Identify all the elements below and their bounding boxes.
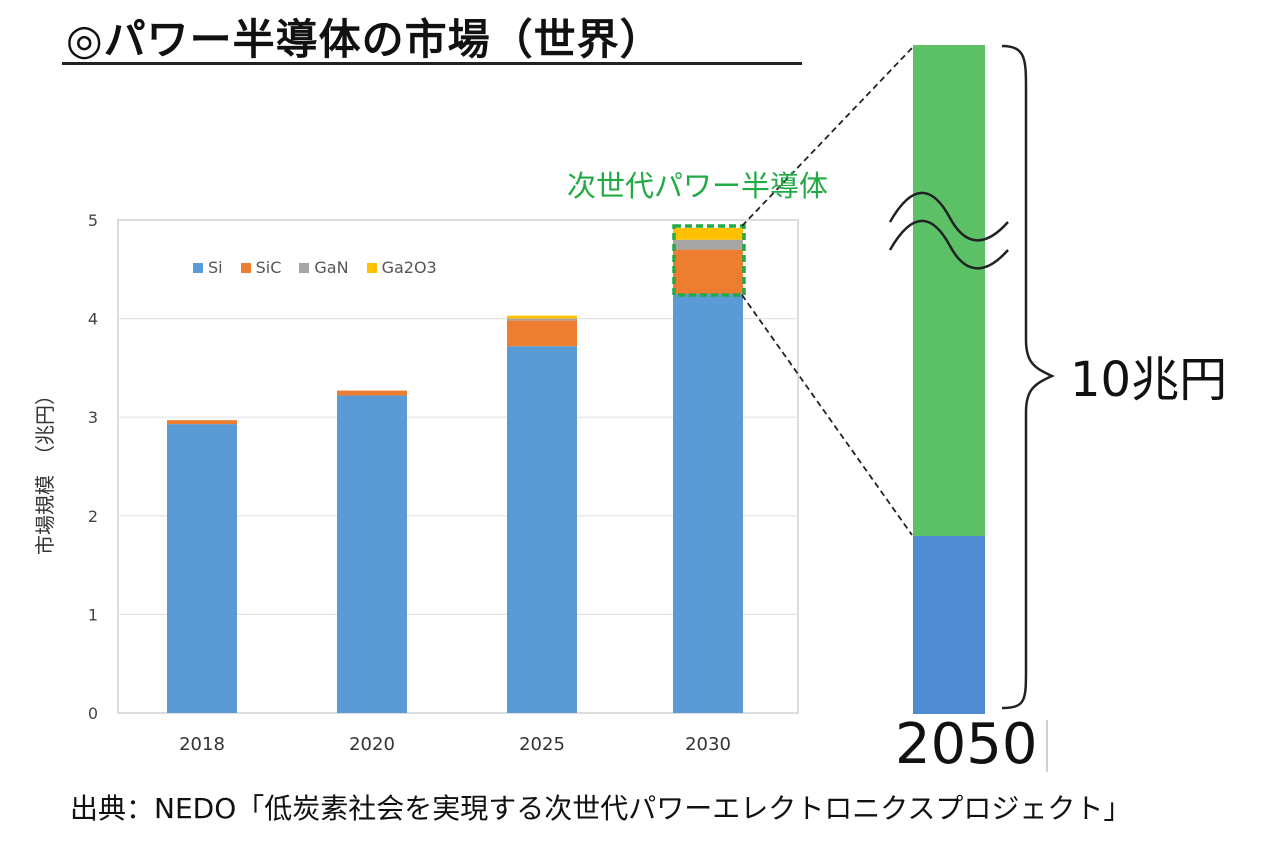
bar-segment-gan-2030 <box>673 239 743 250</box>
bar-segment-sic-2025 <box>507 320 577 347</box>
year-2050-label: 2050 <box>895 712 1038 777</box>
curly-brace <box>1001 44 1056 710</box>
bar-2050-si <box>913 536 985 714</box>
bar-2050-next-gen <box>913 45 985 536</box>
next-gen-highlight-box <box>672 224 746 297</box>
bar-segment-ga2o3-2030 <box>673 227 743 240</box>
title-underline <box>62 62 802 65</box>
bar-segment-ga2o3-2025 <box>507 315 577 319</box>
legend-swatch-sic <box>240 262 251 273</box>
zoom-line-top <box>741 47 913 227</box>
legend: Si SiC GaN Ga2O3 <box>193 258 437 277</box>
bars <box>167 227 743 713</box>
bar-segment-si-2025 <box>507 346 577 713</box>
legend-item-si: Si <box>193 258 223 277</box>
y-axis-label: 市場規模 （兆円） <box>33 385 57 555</box>
legend-swatch-si <box>193 262 203 273</box>
bar-segment-si-2030 <box>673 293 743 713</box>
bar-segment-sic-2020 <box>337 390 407 396</box>
legend-swatch-ga2o3 <box>366 262 377 273</box>
y-tick-label: 4 <box>88 310 98 329</box>
legend-label-si: Si <box>208 258 223 277</box>
legend-label-ga2o3: Ga2O3 <box>381 258 437 277</box>
next-gen-callout: 次世代パワー半導体 <box>567 169 829 203</box>
y-tick-label: 3 <box>88 408 98 427</box>
x-tick-labels: 2018 2020 2025 2030 <box>179 734 731 755</box>
legend-label-sic: SiC <box>255 258 282 277</box>
bar-segment-si-2020 <box>337 395 407 713</box>
page-title: ◎パワー半導体の市場（世界） <box>66 15 663 64</box>
bar-segment-sic-2030 <box>673 249 743 294</box>
bar-segment-si-2018 <box>167 424 237 713</box>
x-tick-label: 2020 <box>349 734 395 755</box>
legend-swatch-gan <box>299 262 310 273</box>
legend-item-gan: GaN <box>299 258 349 277</box>
y-tick-labels: 0 1 2 3 4 5 <box>88 211 98 723</box>
bar-segment-gan-2025 <box>507 318 577 321</box>
legend-item-sic: SiC <box>240 258 282 277</box>
y-tick-label: 2 <box>88 507 98 526</box>
bar-segment-sic-2018 <box>167 420 237 425</box>
x-tick-label: 2030 <box>685 734 731 755</box>
market-size-2050-label: 10兆円 <box>1070 352 1228 408</box>
x-tick-label: 2025 <box>519 734 565 755</box>
zoom-line-bottom <box>741 294 913 536</box>
y-tick-label: 0 <box>88 704 98 723</box>
legend-item-ga2o3: Ga2O3 <box>366 258 437 277</box>
x-tick-label: 2018 <box>179 734 225 755</box>
source-note: 出典：NEDO「低炭素社会を実現する次世代パワーエレクトロニクスプロジェクト」 <box>70 792 1132 825</box>
axis-break-mark-upper <box>888 191 1009 242</box>
legend-label-gan: GaN <box>314 258 349 277</box>
axis-break-mark-lower <box>888 219 1009 270</box>
y-tick-label: 1 <box>88 605 98 624</box>
y-tick-label: 5 <box>88 211 98 230</box>
